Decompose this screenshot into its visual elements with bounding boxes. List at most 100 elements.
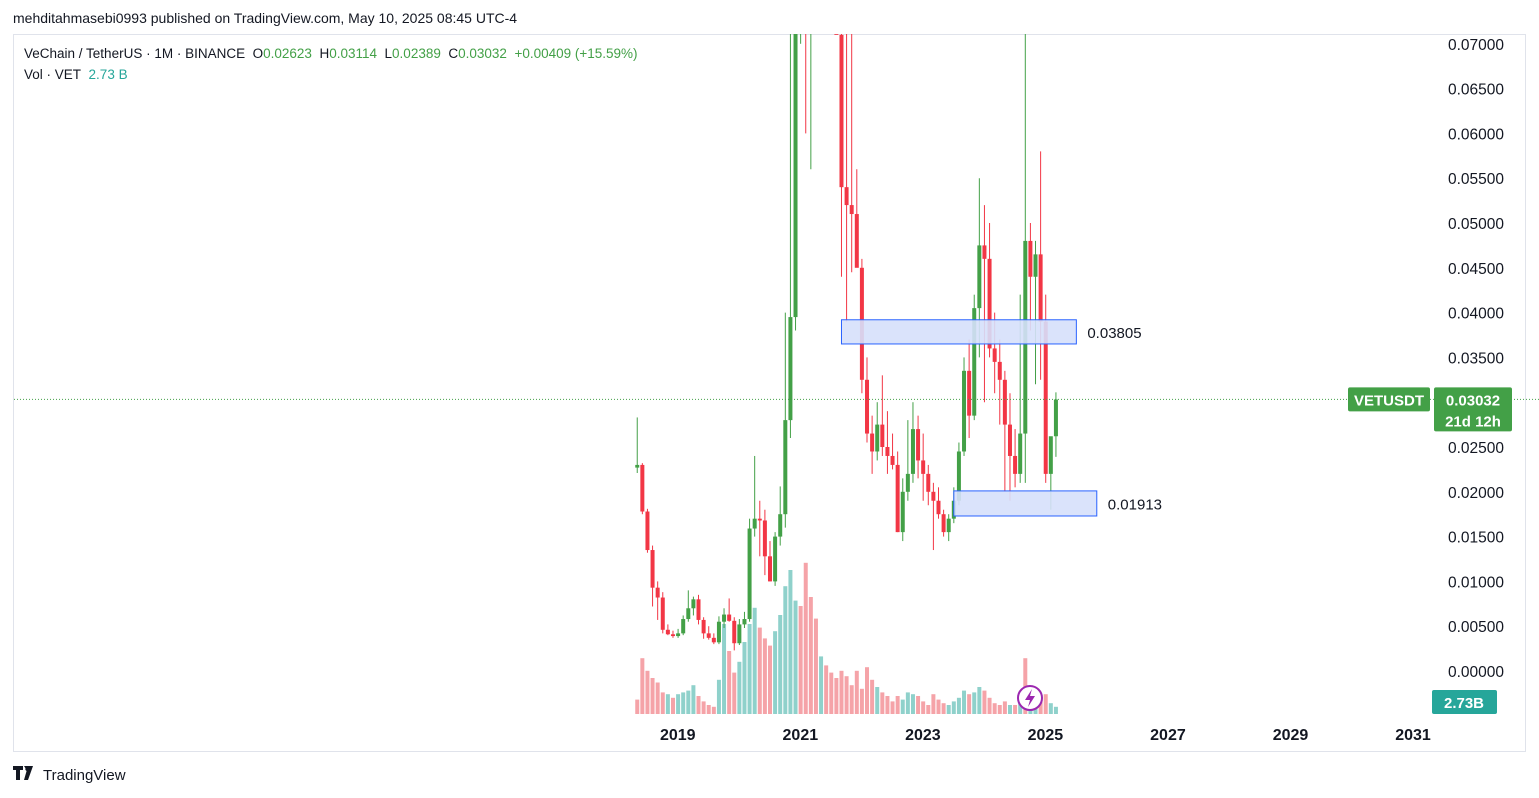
volume-bar [844, 676, 849, 714]
volume-bar [962, 690, 967, 714]
candle-body [936, 500, 941, 515]
y-tick-label: 0.07000 [1448, 37, 1504, 54]
candle-body [1053, 399, 1058, 437]
candle-body [783, 420, 788, 515]
candle-body [844, 187, 849, 206]
volume-bar [747, 624, 752, 714]
chart-frame[interactable] [13, 34, 1526, 752]
candle-body [665, 629, 670, 635]
brand-name: TradingView [43, 766, 126, 784]
volume-bar [650, 678, 655, 714]
candle-body [686, 608, 691, 620]
zone-box [840, 319, 1077, 345]
volume-bar [727, 651, 732, 714]
volume-bar [793, 600, 798, 714]
volume-bar [706, 705, 711, 714]
volume-bar [900, 699, 905, 714]
candle-body [865, 379, 870, 434]
candle-body [916, 429, 921, 461]
volume-bar [722, 624, 727, 714]
volume-label[interactable]: Vol · VET [24, 67, 82, 82]
volume-tag-label: 2.73B [1444, 695, 1484, 712]
candle-body [1033, 254, 1038, 277]
volume-bar [956, 697, 961, 714]
candle-body [885, 447, 890, 456]
volume-bar [834, 678, 839, 714]
candle-body [849, 205, 854, 215]
footer-brand[interactable]: TradingView [13, 766, 126, 784]
close-value: 0.03032 [458, 46, 507, 61]
volume-bar [926, 705, 931, 714]
volume-bar [931, 694, 936, 714]
candle-layer [635, 34, 1058, 651]
volume-bar [1018, 699, 1023, 714]
candle-body [880, 424, 885, 447]
high-value: 0.03114 [329, 46, 378, 61]
candle-body [752, 518, 757, 529]
volume-bar [819, 656, 824, 714]
volume-bar [849, 685, 854, 714]
candle-body [839, 34, 844, 188]
y-tick-label: 0.01000 [1448, 574, 1504, 591]
price-tag [1434, 387, 1512, 432]
candle-body [1002, 379, 1007, 425]
volume-bar [813, 618, 818, 714]
volume-bar [982, 690, 987, 714]
volume-bar [640, 658, 645, 714]
tradingview-logo-icon [13, 766, 39, 784]
candle-body [982, 245, 987, 259]
candle-body [788, 317, 793, 421]
tag-layer: VETUSDT 0.03032 21d 12h 2.73B [14, 387, 1539, 714]
candle-body [742, 619, 747, 625]
y-tick-label: 0.00000 [1448, 664, 1504, 681]
x-tick-label: 2029 [1273, 727, 1309, 744]
candle-body [635, 464, 640, 468]
volume-bar [875, 687, 880, 714]
volume-bar [757, 627, 762, 714]
volume-bar [803, 562, 808, 714]
candle-body [854, 214, 859, 268]
price-tag-value: 0.03032 [1446, 392, 1500, 409]
legend-symbol-row: VeChain / TetherUS · 1M · BINANCE O0.026… [24, 45, 638, 66]
volume-bar [696, 696, 701, 714]
candle-body [875, 424, 880, 452]
candle-body [716, 621, 721, 643]
volume-bar [946, 705, 951, 714]
volume-bar [972, 692, 977, 714]
volume-bar [732, 672, 737, 714]
candle-body [757, 518, 762, 521]
symbol-tag-label: VETUSDT [1354, 392, 1424, 409]
candle-body [676, 633, 681, 637]
volume-bar [686, 690, 691, 714]
candle-body [941, 514, 946, 533]
y-tick-label: 0.04000 [1448, 306, 1504, 323]
volume-bar [767, 645, 772, 714]
candle-body [1018, 433, 1023, 474]
volume-bar [773, 631, 778, 714]
volume-bar [691, 685, 696, 714]
change-value: +0.00409 (+15.59%) [514, 46, 638, 61]
candle-body [773, 536, 778, 582]
close-label: C [448, 46, 459, 61]
symbol-name[interactable]: VeChain / TetherUS · 1M · BINANCE [24, 46, 246, 61]
candle-body [696, 599, 701, 620]
volume-bar [808, 597, 813, 714]
y-tick-label: 0.06000 [1448, 126, 1504, 143]
x-tick-label: 2021 [783, 727, 819, 744]
volume-bar [1007, 705, 1012, 714]
candle-body [987, 258, 992, 349]
candle-body [946, 518, 951, 533]
volume-bar [951, 701, 956, 714]
volume-bar [854, 670, 859, 714]
candle-body [793, 34, 798, 318]
y-tick-label: 0.05000 [1448, 216, 1504, 233]
volume-bar [665, 694, 670, 714]
volume-bar [660, 692, 665, 714]
candle-body [967, 370, 972, 416]
volume-bar [783, 586, 788, 714]
volume-bar [778, 615, 783, 714]
volume-bar [635, 699, 640, 714]
candle-body [1043, 321, 1048, 474]
candle-body [747, 528, 752, 620]
